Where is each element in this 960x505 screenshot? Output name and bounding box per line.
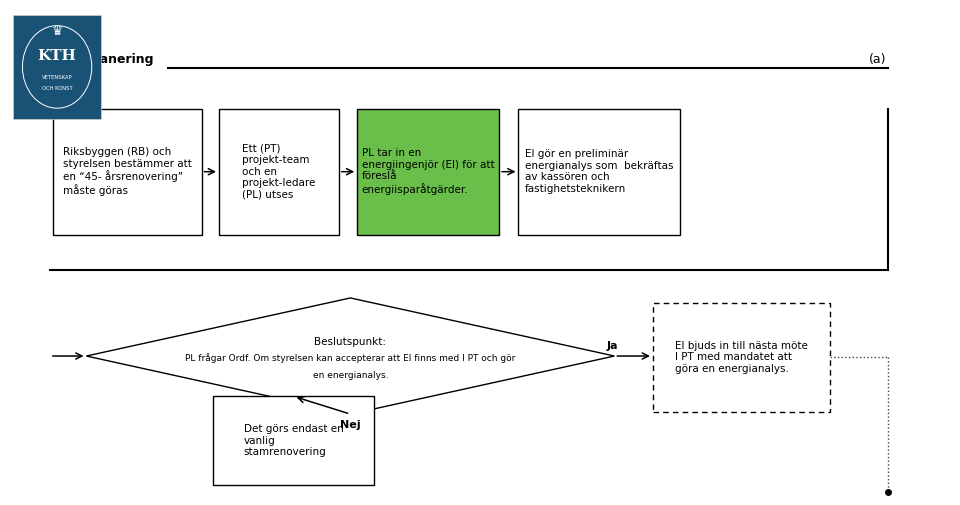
Text: VETENSKAP: VETENSKAP — [42, 75, 72, 80]
FancyBboxPatch shape — [219, 109, 339, 235]
Text: en energianalys.: en energianalys. — [313, 371, 388, 380]
Polygon shape — [86, 298, 614, 414]
Text: EI bjuds in till nästa möte
I PT med mandatet att
göra en energianalys.: EI bjuds in till nästa möte I PT med man… — [675, 341, 808, 374]
FancyBboxPatch shape — [53, 109, 202, 235]
Text: EI gör en preliminär
energianalys som  bekräftas
av kassören och
fastighetstekni: EI gör en preliminär energianalys som be… — [525, 149, 673, 194]
Text: Det görs endast en
vanlig
stamrenovering: Det görs endast en vanlig stamrenovering — [244, 424, 344, 457]
Text: (a): (a) — [869, 53, 886, 66]
Text: KTH: KTH — [37, 49, 77, 63]
Text: Nej: Nej — [340, 420, 361, 430]
Text: Ja: Ja — [607, 341, 618, 351]
FancyBboxPatch shape — [518, 109, 680, 235]
FancyBboxPatch shape — [13, 15, 101, 119]
Text: Ett (PT)
projekt-team
och en
projekt-ledare
(PL) utses: Ett (PT) projekt-team och en projekt-led… — [242, 143, 316, 200]
Text: ♛: ♛ — [52, 25, 62, 37]
FancyBboxPatch shape — [357, 109, 499, 235]
Text: Riksbyggen (RB) och
styrelsen bestämmer att
en “45- årsrenovering”
måste göras: Riksbyggen (RB) och styrelsen bestämmer … — [62, 147, 192, 196]
Text: Beslutspunkt:: Beslutspunkt: — [314, 337, 386, 347]
Text: PL tar in en
energiingenjör (EI) för att
föreslå
energiisparåtgärder.: PL tar in en energiingenjör (EI) för att… — [362, 148, 494, 195]
Text: PL frågar Ordf. Om styrelsen kan accepterar att EI finns med I PT och gör: PL frågar Ordf. Om styrelsen kan accepte… — [185, 354, 516, 364]
FancyBboxPatch shape — [653, 303, 830, 412]
Text: Förplanering: Förplanering — [65, 53, 155, 66]
Text: OCH KONST: OCH KONST — [41, 86, 73, 91]
FancyBboxPatch shape — [213, 396, 374, 485]
